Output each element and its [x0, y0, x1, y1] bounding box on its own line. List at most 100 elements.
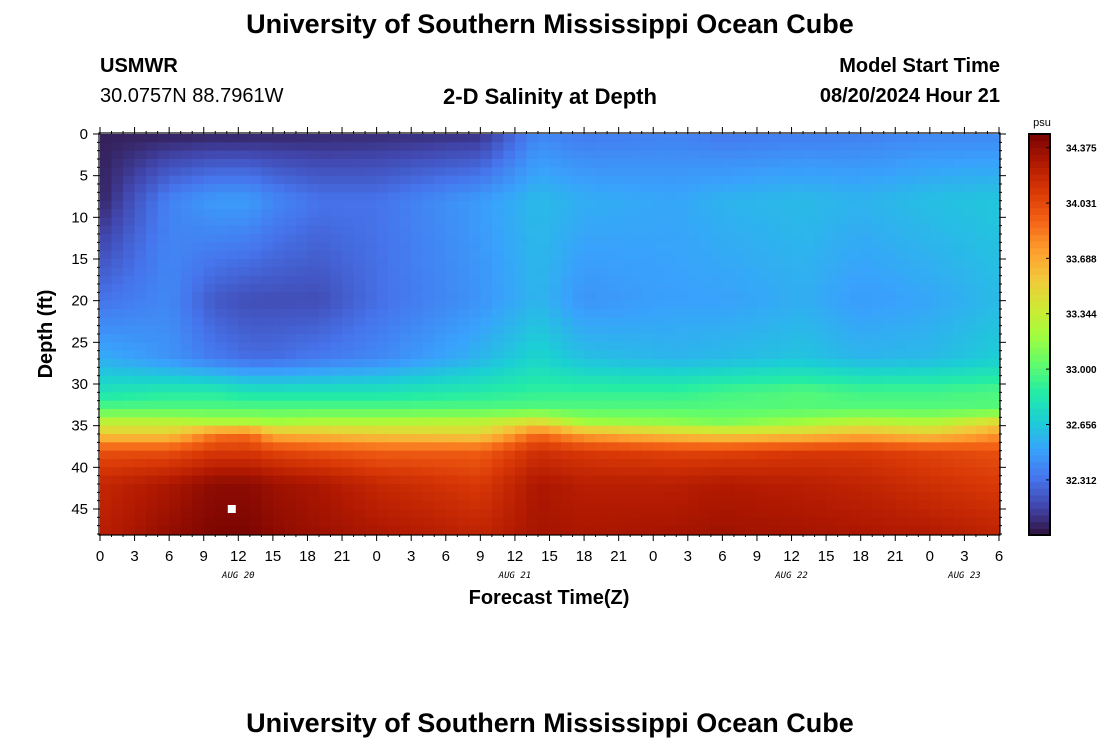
heatmap-cell: [929, 450, 942, 460]
colorbar-segment: [1029, 160, 1050, 169]
heatmap-cell: [157, 217, 170, 227]
heatmap-cell: [457, 367, 470, 377]
heatmap-cell: [768, 450, 781, 460]
heatmap-cell: [457, 200, 470, 210]
y-tick-label: 5: [80, 168, 88, 185]
heatmap-cell: [722, 467, 735, 477]
heatmap-cell: [837, 175, 850, 185]
heatmap-cell: [353, 309, 366, 318]
heatmap-cell: [514, 350, 528, 360]
heatmap-cell: [699, 150, 712, 160]
heatmap-cell: [607, 242, 620, 252]
heatmap-cell: [526, 275, 539, 285]
heatmap-cell: [987, 325, 1000, 335]
heatmap-cell: [399, 392, 412, 402]
heatmap-cell: [330, 300, 343, 310]
heatmap-cell: [768, 175, 781, 185]
heatmap-cell: [422, 500, 435, 510]
heatmap-cell: [664, 484, 677, 493]
heatmap-cell: [215, 450, 228, 460]
heatmap-cell: [226, 284, 239, 293]
heatmap-cell: [342, 225, 355, 235]
heatmap-cell: [895, 484, 908, 493]
heatmap-cell: [952, 409, 966, 418]
heatmap-cell: [895, 175, 908, 185]
heatmap-cell: [238, 450, 251, 460]
heatmap-cell: [445, 309, 458, 318]
heatmap-cell: [295, 450, 309, 460]
heatmap-cell: [238, 475, 251, 485]
heatmap-cell: [561, 500, 574, 510]
heatmap-cell: [987, 275, 1000, 285]
heatmap-cell: [803, 309, 816, 318]
heatmap-cell: [514, 300, 528, 310]
heatmap-cell: [872, 459, 885, 468]
heatmap-cell: [641, 192, 654, 202]
heatmap-cell: [388, 300, 401, 310]
heatmap-cell: [929, 159, 942, 168]
heatmap-cell: [987, 209, 1000, 218]
heatmap-cell: [595, 492, 608, 502]
heatmap-cell: [330, 309, 343, 318]
heatmap-cell: [318, 384, 332, 393]
heatmap-cell: [895, 359, 908, 368]
heatmap-cell: [238, 392, 251, 402]
colorbar-segment: [1029, 394, 1050, 402]
heatmap-cell: [964, 500, 977, 510]
heatmap-cell: [653, 400, 666, 410]
heatmap-cell: [952, 134, 966, 143]
heatmap-cell: [226, 375, 239, 385]
heatmap-cell: [756, 450, 770, 460]
heatmap-cell: [860, 342, 873, 352]
heatmap-cell: [468, 267, 481, 277]
heatmap-cell: [399, 275, 412, 285]
heatmap-cell: [618, 409, 631, 418]
heatmap-cell: [411, 417, 424, 427]
heatmap-cell: [318, 392, 332, 402]
heatmap-cell: [572, 250, 585, 260]
heatmap-cell: [860, 525, 873, 535]
heatmap-cell: [411, 384, 424, 393]
heatmap-cell: [699, 400, 712, 410]
heatmap-cell: [941, 150, 954, 160]
heatmap-cell: [883, 434, 896, 443]
heatmap-cell: [491, 242, 504, 252]
heatmap-cell: [526, 467, 539, 477]
heatmap-cell: [849, 400, 862, 410]
heatmap-cell: [964, 350, 977, 360]
heatmap-cell: [318, 467, 332, 477]
heatmap-cell: [964, 259, 977, 268]
heatmap-cell: [399, 300, 412, 310]
heatmap-cell: [860, 359, 873, 368]
heatmap-cell: [607, 150, 620, 160]
heatmap-cell: [791, 175, 804, 185]
heatmap-cell: [422, 259, 435, 268]
heatmap-cell: [664, 434, 677, 443]
heatmap-cell: [307, 509, 320, 518]
heatmap-cell: [353, 167, 366, 177]
heatmap-cell: [618, 417, 631, 427]
heatmap-cell: [388, 450, 401, 460]
heatmap-cell: [780, 292, 793, 302]
heatmap-cell: [434, 400, 447, 410]
heatmap-cell: [895, 400, 908, 410]
heatmap-cell: [134, 325, 147, 335]
heatmap-cell: [388, 334, 401, 343]
heatmap-cell: [872, 367, 885, 377]
heatmap-cell: [595, 159, 608, 168]
heatmap-cell: [295, 175, 309, 185]
heatmap-cell: [791, 142, 804, 152]
heatmap-cell: [987, 159, 1000, 168]
heatmap-cell: [607, 500, 620, 510]
heatmap-cell: [537, 292, 551, 302]
heatmap-cell: [780, 334, 793, 343]
heatmap-cell: [780, 267, 793, 277]
heatmap-cell: [826, 350, 839, 360]
heatmap-cell: [756, 142, 770, 152]
heatmap-cell: [710, 192, 723, 202]
heatmap-cell: [307, 525, 320, 535]
heatmap-cell: [376, 317, 389, 327]
heatmap-cell: [215, 475, 228, 485]
heatmap-cell: [491, 409, 504, 418]
heatmap-cell: [895, 500, 908, 510]
